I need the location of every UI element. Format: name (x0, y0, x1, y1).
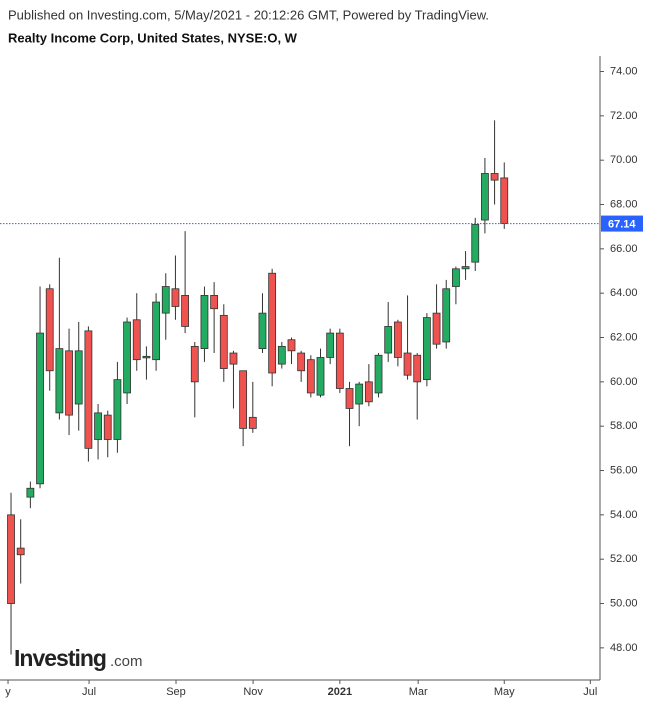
candle-body (152, 301, 160, 361)
candle-body (413, 354, 422, 383)
candle-body (500, 177, 509, 224)
candle-body (297, 352, 306, 372)
y-tick-label: 70.00 (610, 154, 638, 166)
last-price-label: 67.14 (608, 218, 636, 230)
watermark: Investing (14, 645, 106, 671)
candle-body (200, 295, 209, 350)
x-tick-label: Sep (166, 686, 186, 698)
y-tick-label: 56.00 (610, 464, 638, 476)
candle-body (432, 312, 441, 345)
candle-body (277, 345, 286, 365)
chart-title: Realty Income Corp, United States, NYSE:… (8, 30, 298, 45)
candle-body (374, 354, 383, 394)
y-tick-label: 64.00 (610, 287, 638, 299)
candle-body (258, 312, 267, 350)
x-tick-label: y (5, 686, 11, 698)
candle-body (16, 547, 25, 556)
x-tick-label: Mar (409, 686, 428, 698)
candle-body (55, 348, 64, 414)
candle-body (123, 321, 131, 394)
candle-body (306, 359, 315, 394)
candle-body (103, 414, 112, 440)
candle-body (45, 288, 54, 372)
candle-body (364, 381, 373, 403)
candle-body (442, 288, 451, 343)
candle-body (181, 295, 190, 327)
candle-body (355, 383, 364, 405)
candle-body (287, 339, 296, 352)
x-tick-label: Nov (243, 686, 263, 698)
candle-body (268, 272, 277, 374)
candle-body (393, 321, 402, 358)
y-tick-label: 68.00 (610, 198, 638, 210)
candle-body (316, 357, 325, 396)
candle-body (384, 326, 393, 354)
candle-body (481, 173, 489, 221)
y-tick-label: 74.00 (610, 65, 638, 77)
candle-body (219, 314, 228, 369)
candle-body (490, 173, 499, 181)
y-tick-label: 58.00 (610, 420, 638, 432)
candle-body (65, 350, 73, 416)
candle-body (239, 370, 248, 429)
candle-body (345, 388, 354, 409)
y-tick-label: 72.00 (610, 110, 638, 122)
candle-body (26, 487, 35, 498)
chart-subtitle: Published on Investing.com, 5/May/2021 -… (8, 7, 489, 22)
candle-body (132, 319, 141, 361)
y-tick-label: 62.00 (610, 331, 638, 343)
y-tick-label: 48.00 (610, 642, 638, 654)
y-tick-label: 66.00 (610, 243, 638, 255)
x-tick-label: Jul (82, 686, 96, 698)
candle-body (113, 379, 122, 440)
candle-body (248, 416, 257, 429)
x-tick-label: May (494, 686, 515, 698)
candle-body (335, 332, 344, 389)
candle-body (74, 350, 83, 405)
candle-body (142, 355, 151, 359)
x-tick-label: 2021 (328, 686, 352, 698)
y-tick-label: 52.00 (610, 553, 638, 565)
candle-body (326, 332, 335, 358)
candle-body (190, 345, 199, 383)
y-tick-label: 50.00 (610, 597, 638, 609)
candle-body (471, 224, 480, 263)
last-price-box (601, 215, 643, 232)
y-tick-label: 54.00 (610, 509, 638, 521)
candle-body (403, 352, 412, 376)
x-tick-label: Jul (583, 686, 597, 698)
candle-body (171, 288, 180, 307)
candle-body (210, 295, 219, 310)
candle-body (422, 317, 431, 381)
candle-body (84, 330, 93, 449)
candle-body (461, 266, 470, 270)
candle-body (451, 268, 460, 287)
candle-body (229, 352, 238, 365)
watermark-suffix: .com (110, 653, 143, 670)
candle-body (94, 412, 102, 440)
y-tick-label: 60.00 (610, 376, 638, 388)
candle-body (7, 514, 15, 604)
candle-body (36, 332, 44, 485)
candle-body (161, 286, 170, 314)
